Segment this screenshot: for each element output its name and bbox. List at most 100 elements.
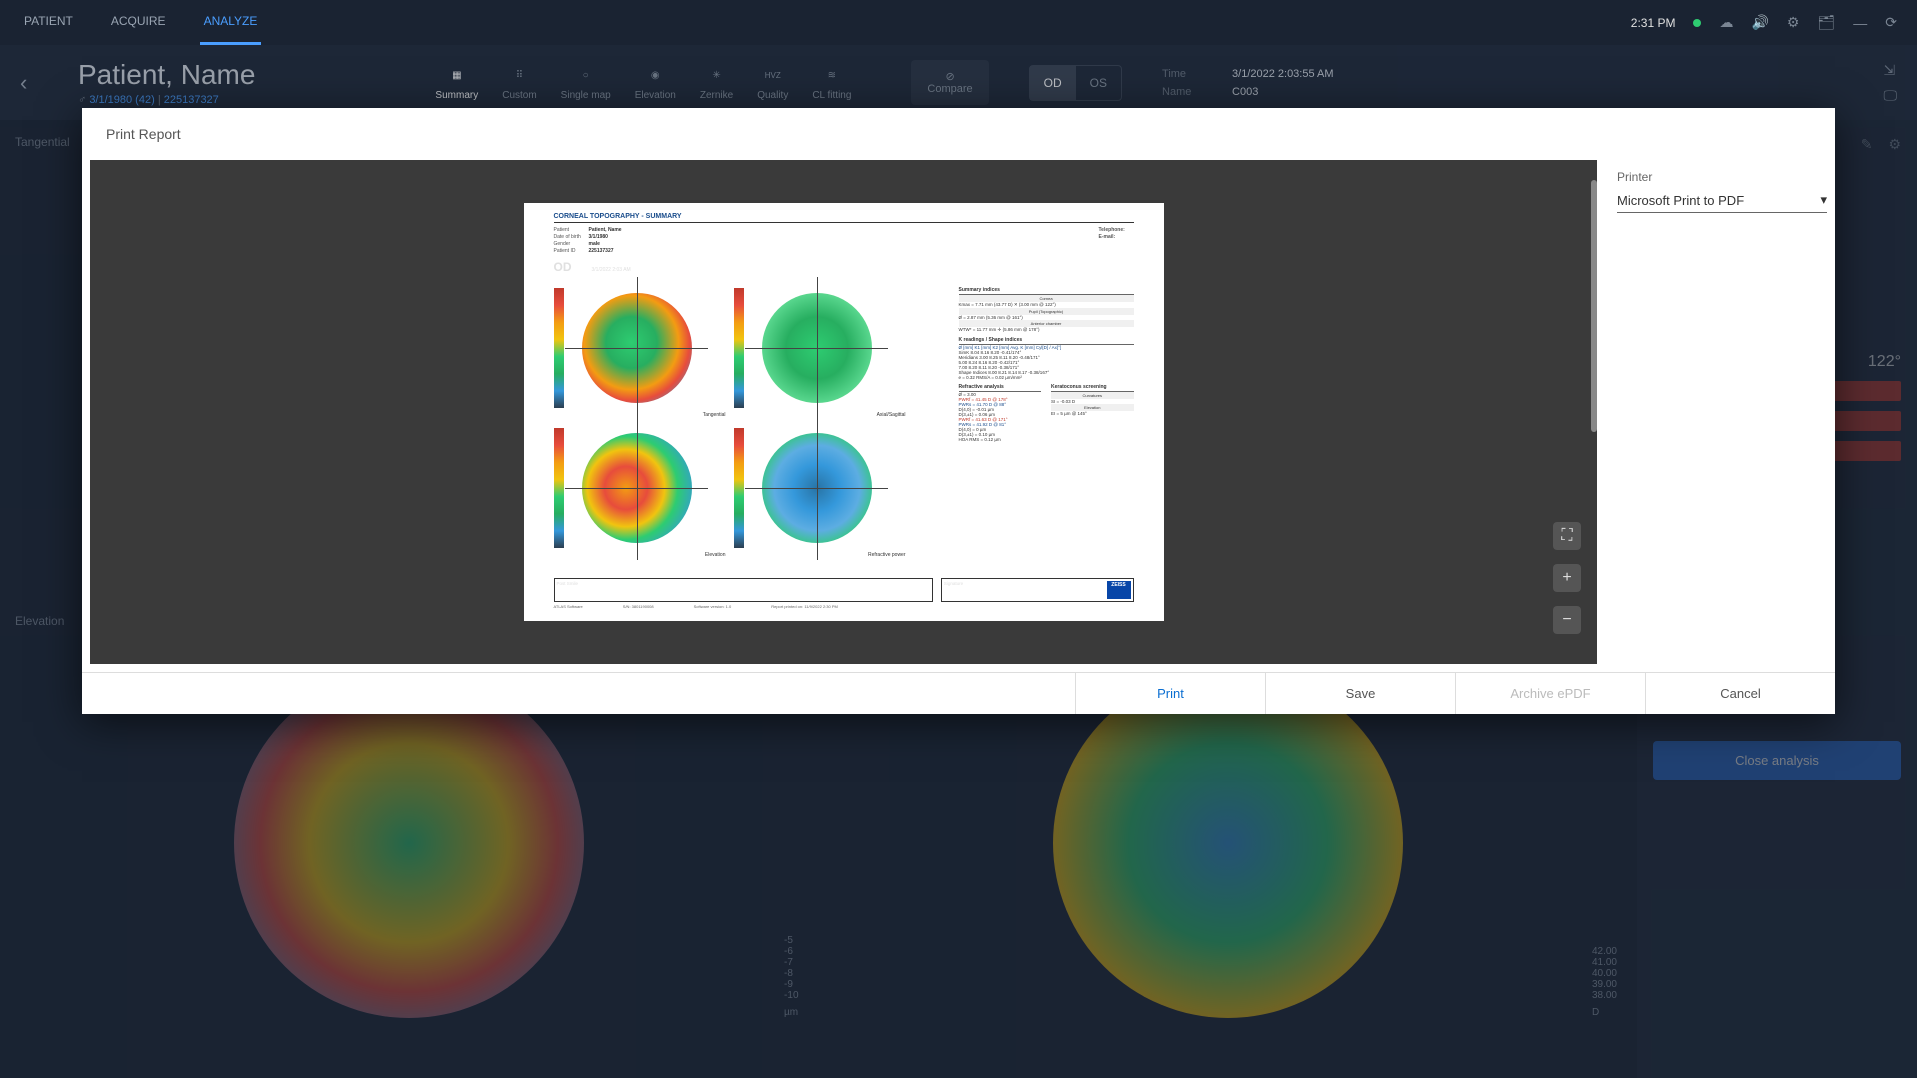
save-button[interactable]: Save (1265, 673, 1455, 714)
scale-tick: -9 (784, 979, 798, 990)
meta-value: Patient, Name (589, 227, 622, 233)
meta-label: Patient ID (554, 248, 589, 254)
clfitting-icon: ≋ (820, 64, 844, 86)
dialog-footer: Print Save Archive ePDF Cancel (82, 672, 1835, 714)
eye-os-button[interactable]: OS (1076, 66, 1121, 100)
topography-circle (762, 433, 872, 543)
zoom-controls: ⛶ + − (1553, 522, 1581, 634)
signature-box: Post Smile (554, 578, 933, 602)
dialog-body: CORNEAL TOPOGRAPHY - SUMMARY PatientPati… (82, 160, 1835, 672)
report-map-cell: Elevation (554, 418, 734, 558)
scale-tick: 39.00 (1592, 979, 1617, 990)
clock: 2:31 PM (1631, 16, 1676, 30)
mode-label: Summary (435, 90, 478, 101)
meta-label: Date of birth (554, 234, 589, 240)
table-sub: Elevation (1051, 404, 1134, 411)
meta-label: Telephone: (1099, 227, 1134, 233)
mode-label: Elevation (635, 90, 676, 101)
mode-summary[interactable]: ▦ Summary (435, 64, 478, 101)
minimize-icon[interactable]: — (1853, 15, 1867, 31)
back-button[interactable]: ‹ (20, 70, 48, 96)
preview-area: CORNEAL TOPOGRAPHY - SUMMARY PatientPati… (90, 160, 1597, 664)
table-sub: Pupil (Topographic) (959, 308, 1134, 315)
printer-dropdown[interactable]: Microsoft Print to PDF ▾ (1617, 188, 1827, 213)
export-icon[interactable]: ⇲ (1884, 62, 1898, 79)
zoom-in-button[interactable]: + (1553, 564, 1581, 592)
map-label: Elevation (705, 552, 726, 558)
meta-value: male (589, 241, 600, 247)
close-analysis-button[interactable]: Close analysis (1653, 741, 1901, 780)
eye-od-button[interactable]: OD (1030, 66, 1076, 100)
report-page: CORNEAL TOPOGRAPHY - SUMMARY PatientPati… (524, 203, 1164, 621)
settings-icon[interactable]: ⚙ (1787, 14, 1800, 31)
tab-patient[interactable]: PATIENT (20, 0, 77, 45)
report-map-cell: Refractive power (734, 418, 914, 558)
volume-icon[interactable]: 🔊 (1751, 14, 1768, 31)
mode-label: Custom (502, 90, 536, 101)
topography-map (234, 668, 584, 1018)
table-sub: Curvatures (1051, 392, 1134, 399)
meta-label: Patient (554, 227, 589, 233)
report-date: 3/1/2022 2:03 AM (592, 267, 631, 273)
zernike-icon: ✳ (705, 64, 729, 86)
mode-tabs: ▦Summary ⠿Custom ○Single map ◉Elevation … (435, 64, 851, 101)
refresh-icon[interactable]: ⟳ (1885, 14, 1897, 31)
gear-icon[interactable]: ⚙ (1888, 136, 1901, 153)
printer-label: Printer (1617, 170, 1827, 184)
dialog-title: Print Report (106, 126, 1811, 142)
colorbar (734, 288, 744, 408)
edit-icon[interactable]: ✎ (1861, 136, 1873, 153)
compare-button[interactable]: ⊘ Compare (911, 60, 988, 105)
mode-quality[interactable]: HVZQuality (757, 64, 788, 101)
colorbar (554, 288, 564, 408)
tab-analyze[interactable]: ANALYZE (200, 0, 262, 45)
scrollbar[interactable] (1591, 180, 1597, 432)
mode-custom[interactable]: ⠿ Custom (502, 64, 536, 101)
scale-unit: D (1592, 1007, 1617, 1018)
mode-elevation[interactable]: ◉ Elevation (635, 64, 676, 101)
meta-label: Gender (554, 241, 589, 247)
display-icon[interactable]: 🖵 (1884, 87, 1898, 104)
mode-label: CL fitting (812, 90, 851, 101)
topography-map (1053, 668, 1403, 1018)
quality-icon: HVZ (761, 64, 785, 86)
scale-tick: -8 (784, 968, 798, 979)
cancel-button[interactable]: Cancel (1645, 673, 1835, 714)
summary-icon: ▦ (445, 64, 469, 86)
archive-button[interactable]: Archive ePDF (1455, 673, 1645, 714)
status-indicator-icon (1693, 19, 1701, 27)
mode-label: Single map (561, 90, 611, 101)
map-label: Refractive power (868, 552, 906, 558)
zoom-out-button[interactable]: − (1553, 606, 1581, 634)
tab-acquire[interactable]: ACQUIRE (107, 0, 170, 45)
singlemap-icon: ○ (574, 64, 598, 86)
mode-clfitting[interactable]: ≋ CL fitting (812, 64, 851, 101)
cloud-icon[interactable]: ☁ (1719, 14, 1733, 31)
patient-name: Patient, Name (78, 59, 255, 91)
eye-toggle: OD OS (1029, 65, 1122, 101)
elevation-icon: ◉ (643, 64, 667, 86)
notification-icon[interactable]: 🗂 (1817, 14, 1835, 31)
report-map-cell: Axial/Sagittal (734, 278, 914, 418)
report-map-cell: Tangential (554, 278, 734, 418)
table-sub: Cornea (959, 295, 1134, 302)
meta-value: 225137327 (589, 248, 614, 254)
custom-icon: ⠿ (507, 64, 531, 86)
print-report-dialog: Print Report CORNEAL TOPOGRAPHY - SUMMAR… (82, 108, 1835, 714)
mode-zernike[interactable]: ✳Zernike (700, 64, 733, 101)
topography-circle (762, 293, 872, 403)
signature-box: Signature ZEISS (941, 578, 1134, 602)
compare-label: Compare (927, 83, 972, 95)
scale-tick: -10 (784, 990, 798, 1001)
scale-tick: -7 (784, 957, 798, 968)
patient-info: Patient, Name ♂ 3/1/1980 (42) | 22513732… (78, 59, 255, 106)
chevron-down-icon: ▾ (1820, 192, 1827, 208)
print-button[interactable]: Print (1075, 673, 1265, 714)
mode-singlemap[interactable]: ○ Single map (561, 64, 611, 101)
report-meta: PatientPatient, Name Date of birth3/1/19… (554, 227, 1134, 254)
time-value: 3/1/2022 2:03:55 AM (1232, 68, 1334, 80)
header-actions: ⇲ 🖵 (1884, 62, 1898, 104)
scale-tick: -6 (784, 946, 798, 957)
fullscreen-button[interactable]: ⛶ (1553, 522, 1581, 550)
patient-id: 225137327 (164, 94, 219, 106)
